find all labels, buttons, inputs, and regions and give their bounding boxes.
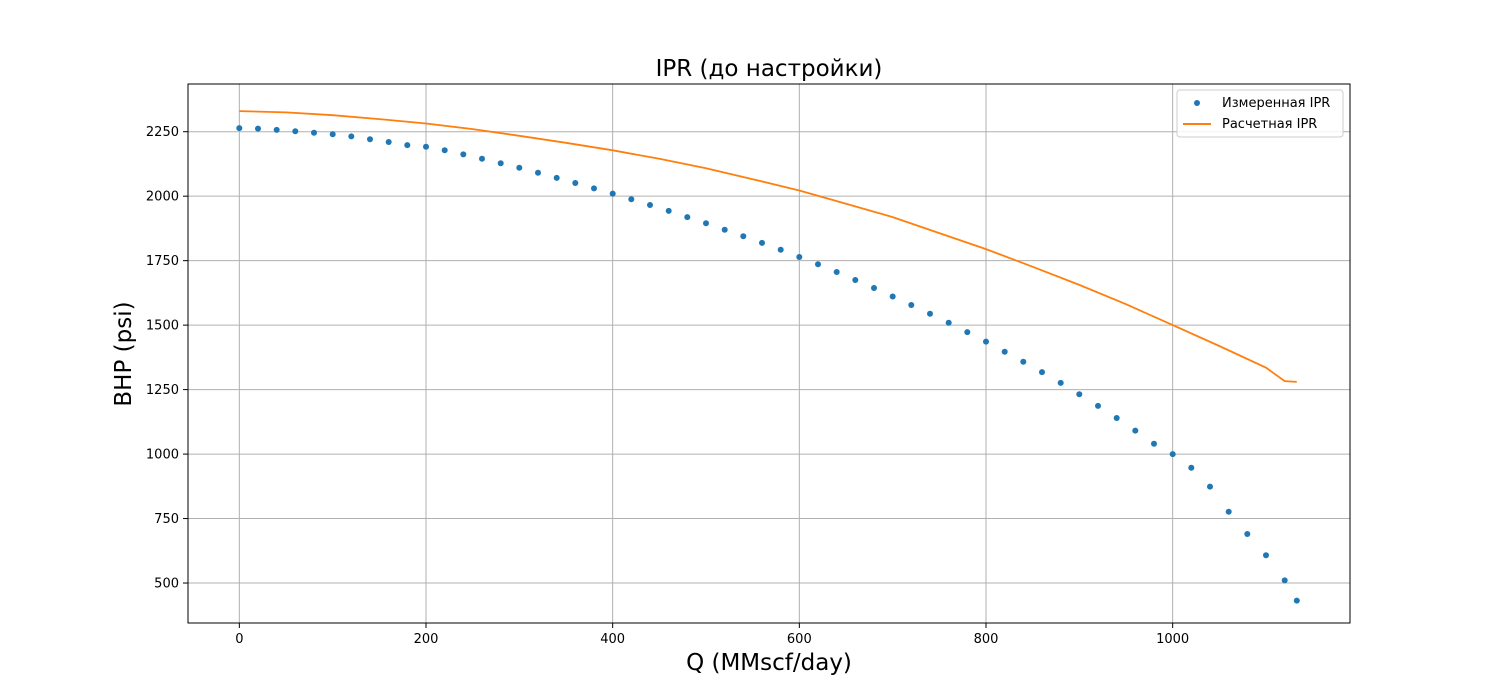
data-point-measured: [1039, 369, 1045, 376]
data-point-measured: [609, 190, 616, 197]
y-axis-title: BHP (psi): [111, 301, 137, 406]
data-point-measured: [311, 129, 317, 136]
data-point-measured: [1188, 464, 1195, 471]
data-point-measured: [236, 125, 243, 132]
data-point-measured: [292, 128, 299, 135]
data-point-measured: [479, 155, 485, 162]
data-point-measured: [1281, 577, 1288, 584]
legend-label-measured: Измеренная IPR: [1222, 96, 1330, 111]
data-point-measured: [647, 202, 653, 208]
data-point-measured: [1076, 391, 1083, 398]
data-point-measured: [535, 169, 541, 176]
data-point-measured: [367, 136, 373, 143]
x-tick-label: 800: [974, 632, 999, 647]
data-point-measured: [889, 293, 896, 300]
data-point-measured: [983, 338, 989, 345]
series-line-calculated: [239, 110, 1297, 383]
data-point-measured: [460, 151, 467, 158]
data-point-measured: [796, 254, 803, 260]
y-tick-label: 750: [154, 512, 179, 527]
x-tick-label: 600: [787, 632, 812, 647]
data-point-measured: [1001, 348, 1008, 355]
data-point-measured: [423, 143, 429, 150]
data-point-measured: [497, 160, 504, 167]
plot-frame: [187, 83, 1351, 624]
data-point-measured: [665, 207, 672, 214]
data-point-measured: [273, 126, 280, 133]
x-tick-label: 1000: [1156, 632, 1189, 647]
data-point-measured: [908, 302, 915, 308]
data-point-measured: [871, 285, 877, 291]
data-point-measured: [572, 180, 579, 186]
data-point-measured: [945, 319, 952, 326]
data-point-measured: [591, 185, 597, 192]
data-point-measured: [1057, 379, 1064, 386]
data-point-measured: [255, 125, 261, 132]
data-point-measured: [740, 233, 747, 240]
x-tick-label: 0: [235, 632, 243, 647]
y-tick-label: 2000: [146, 190, 179, 205]
data-point-measured: [1207, 483, 1213, 490]
y-tick-label: 1750: [146, 254, 179, 269]
legend-marker-measured: [1194, 100, 1200, 106]
legend-box: [1176, 89, 1344, 138]
chart-title: IPR (до настройки): [656, 56, 883, 82]
data-point-measured: [927, 310, 933, 317]
data-point-measured: [1095, 402, 1101, 409]
data-point-measured: [833, 269, 840, 275]
data-point-measured: [1293, 597, 1300, 604]
data-point-measured: [1263, 552, 1269, 559]
x-tick-label: 400: [600, 632, 625, 647]
x-axis-title: Q (MMscf/day): [686, 650, 852, 676]
series-layer: [236, 110, 1300, 604]
data-point-measured: [1020, 358, 1027, 365]
data-point-measured: [1151, 440, 1157, 447]
data-point-measured: [329, 131, 336, 138]
data-point-measured: [852, 277, 859, 283]
data-point-measured: [1132, 427, 1139, 434]
y-tick-label: 1000: [146, 448, 179, 463]
data-point-measured: [628, 196, 635, 203]
legend-label-calculated: Расчетная IPR: [1222, 117, 1317, 132]
data-point-measured: [964, 329, 971, 336]
data-point-measured: [815, 261, 821, 268]
y-tick-label: 1250: [146, 383, 179, 398]
tick-layer: 0 200 400 600 800 1000 500 750 1000 1250 1500 1750 2…: [146, 125, 1189, 647]
data-point-measured: [759, 239, 765, 246]
data-point-measured: [721, 226, 728, 233]
y-tick-label: 2250: [146, 125, 179, 140]
data-point-measured: [385, 139, 392, 145]
data-point-measured: [1244, 531, 1251, 537]
data-point-measured: [1225, 508, 1232, 515]
x-tick-label: 200: [414, 632, 439, 647]
data-point-measured: [553, 174, 560, 181]
data-point-measured: [684, 214, 691, 221]
y-tick-label: 500: [154, 577, 179, 592]
y-tick-label: 1500: [146, 319, 179, 334]
data-point-measured: [777, 246, 784, 253]
data-point-measured: [516, 164, 523, 171]
grid-layer: [188, 84, 1350, 623]
data-point-measured: [1113, 415, 1120, 421]
data-point-measured: [348, 133, 355, 140]
data-point-measured: [1169, 451, 1176, 458]
data-point-measured: [441, 147, 448, 154]
data-point-measured: [404, 142, 411, 149]
data-point-measured: [703, 220, 709, 227]
legend: Измеренная IPR Расчетная IPR: [1176, 89, 1344, 138]
